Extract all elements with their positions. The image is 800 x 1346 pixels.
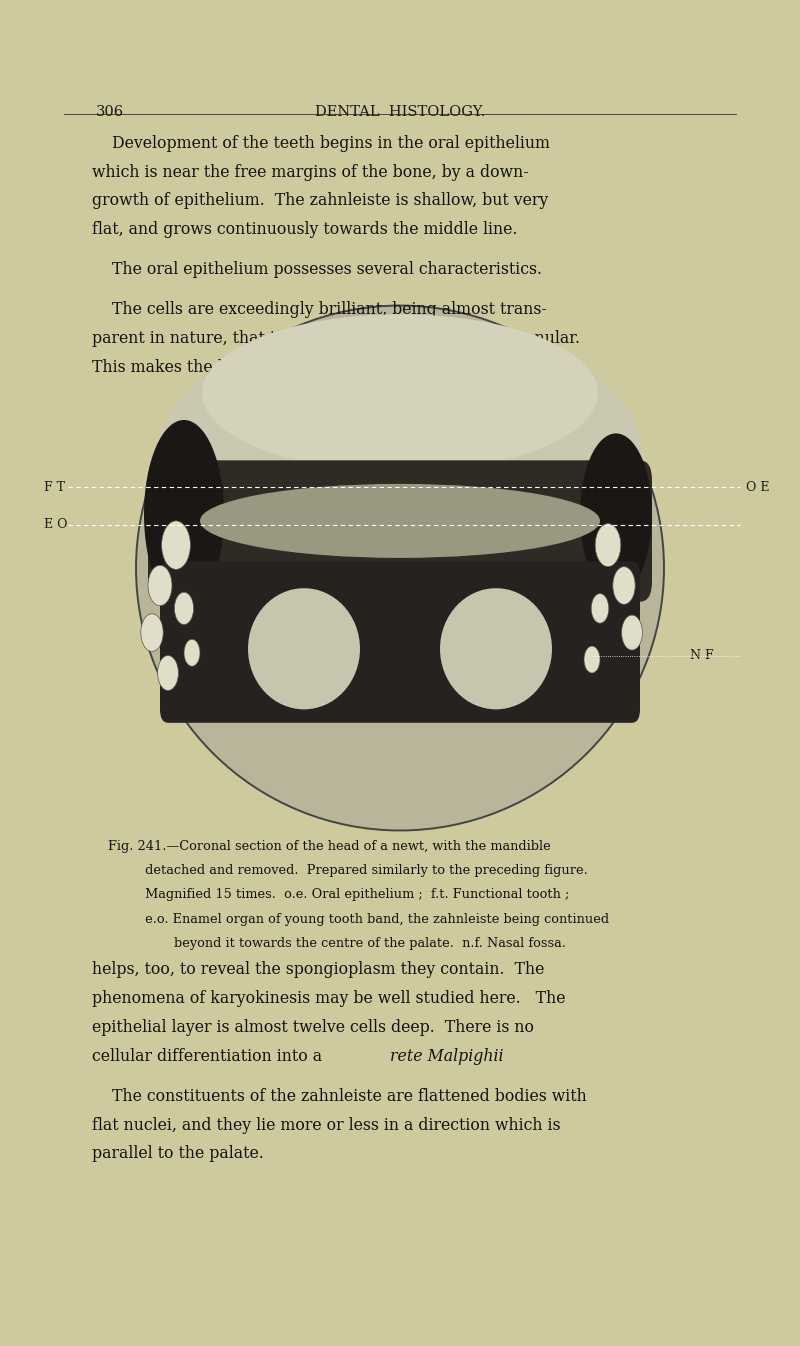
Circle shape [184, 639, 200, 666]
Circle shape [591, 594, 609, 623]
Text: The cells are exceedingly brilliant, being almost trans-: The cells are exceedingly brilliant, bei… [92, 302, 547, 318]
Text: detached and removed.  Prepared similarly to the preceding figure.: detached and removed. Prepared similarly… [108, 864, 588, 878]
Text: cellular differentiation into a: cellular differentiation into a [92, 1049, 327, 1065]
Text: E O: E O [44, 518, 67, 532]
Text: flat nuclei, and they lie more or less in a direction which is: flat nuclei, and they lie more or less i… [92, 1117, 561, 1133]
Text: Fig. 241.—Coronal section of the head of a newt, with the mandible: Fig. 241.—Coronal section of the head of… [108, 840, 550, 853]
Ellipse shape [248, 588, 360, 709]
Text: parent in nature, that is, the protoplasm is scarcely granular.: parent in nature, that is, the protoplas… [92, 330, 580, 347]
Ellipse shape [157, 316, 643, 604]
Ellipse shape [136, 306, 664, 830]
FancyBboxPatch shape [160, 561, 640, 723]
Text: O E: O E [746, 481, 769, 494]
Circle shape [141, 614, 163, 651]
Circle shape [622, 615, 642, 650]
Ellipse shape [144, 420, 224, 608]
Circle shape [595, 524, 621, 567]
Text: N F: N F [690, 649, 714, 662]
Text: Development of the teeth begins in the oral epithelium: Development of the teeth begins in the o… [92, 135, 550, 152]
Ellipse shape [580, 433, 652, 595]
Text: e.o. Enamel organ of young tooth band, the zahnleiste being continued: e.o. Enamel organ of young tooth band, t… [108, 913, 609, 926]
Text: flat, and grows continuously towards the middle line.: flat, and grows continuously towards the… [92, 221, 518, 238]
Circle shape [613, 567, 635, 604]
Circle shape [162, 521, 190, 569]
Text: which is near the free margins of the bone, by a down-: which is near the free margins of the bo… [92, 164, 529, 180]
Text: epithelial layer is almost twelve cells deep.  There is no: epithelial layer is almost twelve cells … [92, 1019, 534, 1036]
Circle shape [584, 646, 600, 673]
Text: The oral epithelium possesses several characteristics.: The oral epithelium possesses several ch… [92, 261, 542, 279]
FancyBboxPatch shape [148, 460, 652, 602]
Text: The constituents of the zahnleiste are flattened bodies with: The constituents of the zahnleiste are f… [92, 1088, 586, 1105]
Text: This makes the large oval nuclei particularly prominent, and: This makes the large oval nuclei particu… [92, 359, 575, 376]
Text: phenomena of karyokinesis may be well studied here.   The: phenomena of karyokinesis may be well st… [92, 991, 566, 1007]
Ellipse shape [440, 588, 552, 709]
Text: helps, too, to reveal the spongioplasm they contain.  The: helps, too, to reveal the spongioplasm t… [92, 961, 544, 979]
Ellipse shape [202, 315, 598, 472]
Text: beyond it towards the centre of the palate.  n.f. Nasal fossa.: beyond it towards the centre of the pala… [108, 937, 566, 950]
Circle shape [174, 592, 194, 625]
Circle shape [158, 656, 178, 690]
Text: DENTAL  HISTOLOGY.: DENTAL HISTOLOGY. [315, 105, 485, 118]
Text: parallel to the palate.: parallel to the palate. [92, 1145, 264, 1163]
Ellipse shape [200, 485, 600, 559]
Text: growth of epithelium.  The zahnleiste is shallow, but very: growth of epithelium. The zahnleiste is … [92, 192, 548, 210]
Text: rete Malpighii: rete Malpighii [390, 1049, 504, 1065]
Text: 306: 306 [96, 105, 124, 118]
Circle shape [148, 565, 172, 606]
Text: F T: F T [44, 481, 65, 494]
Text: Magnified 15 times.  o.e. Oral epithelium ;  f.t. Functional tooth ;: Magnified 15 times. o.e. Oral epithelium… [108, 888, 570, 902]
